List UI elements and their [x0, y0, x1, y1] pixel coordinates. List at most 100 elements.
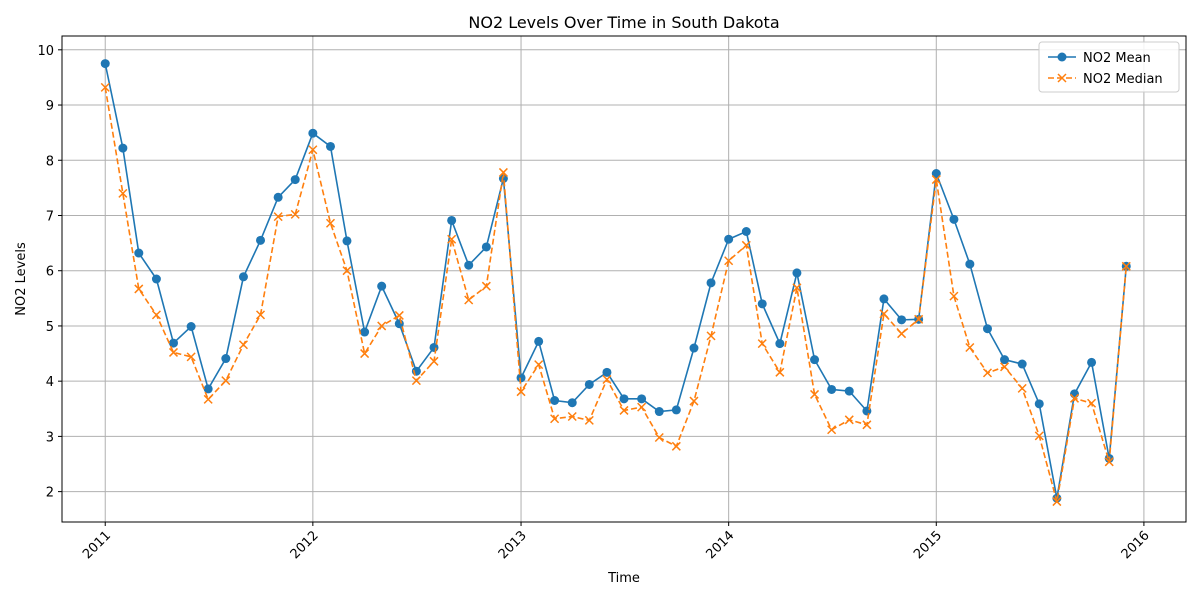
y-tick-label: 7: [46, 209, 54, 224]
no2-median-point: [1104, 457, 1114, 467]
no2-median-point: [203, 394, 213, 404]
no2-median-point: [550, 414, 560, 424]
no2-mean-point: [360, 327, 370, 337]
no2-mean-point: [377, 281, 387, 291]
no2-median-point: [637, 402, 647, 412]
no2-median-point: [724, 256, 734, 266]
no2-median-point: [1121, 261, 1131, 271]
no2-median-point: [447, 234, 457, 244]
no2-median-point: [827, 425, 837, 435]
legend-no2-median-label: NO2 Median: [1083, 72, 1163, 87]
no2-mean-point: [447, 215, 457, 225]
no2-mean-point: [1087, 357, 1097, 367]
no2-median-point: [914, 314, 924, 324]
y-tick-label: 6: [46, 265, 54, 280]
no2-median-point: [654, 432, 664, 443]
legend: NO2 Mean NO2 Median: [1038, 41, 1180, 93]
no2-mean-point: [168, 338, 178, 348]
no2-mean-point: [879, 294, 889, 304]
no2-median-point: [584, 415, 594, 425]
no2-median-point: [255, 310, 266, 320]
no2-median-point: [411, 376, 421, 386]
no2-mean-point: [619, 394, 629, 404]
no2-mean-point: [602, 367, 612, 377]
no2-mean-point: [827, 384, 837, 394]
grid-lines: [62, 36, 1186, 522]
no2-median-point: [706, 331, 716, 341]
no2-median-point: [792, 283, 802, 293]
no2-mean-point: [1034, 399, 1044, 409]
no2-mean-point: [481, 242, 491, 252]
y-tick-label: 2: [46, 486, 54, 501]
no2-mean-point: [637, 394, 647, 404]
no2-median-point: [168, 347, 179, 357]
no2-mean-point: [982, 324, 992, 334]
no2-mean-point: [273, 192, 283, 202]
no2-median-point: [810, 389, 820, 399]
no2-median-point: [965, 342, 975, 353]
no2-median-point: [481, 281, 491, 291]
no2-median-point: [290, 209, 300, 219]
no2-median-point: [1034, 431, 1044, 441]
no2-median-point: [689, 396, 699, 406]
no2-median-point: [429, 356, 439, 366]
legend-box: [1038, 41, 1180, 93]
y-tick-label: 4: [46, 375, 54, 390]
no2-median-point: [221, 376, 231, 386]
no2-median-point: [671, 441, 681, 451]
no2-mean-point: [118, 143, 128, 153]
no2-median-point: [931, 175, 941, 185]
y-tick-label: 9: [46, 99, 54, 114]
no2-mean-point: [724, 234, 734, 244]
no2-median-point: [567, 411, 577, 422]
no2-median-point: [844, 415, 854, 425]
y-tick-label: 5: [46, 320, 54, 335]
no2-median-point: [325, 218, 336, 228]
y-tick-label: 8: [46, 154, 54, 169]
no2-mean-point: [689, 343, 699, 353]
no2-mean-point: [290, 175, 300, 185]
no2-median-point: [949, 291, 959, 301]
no2-mean-point: [775, 339, 785, 349]
no2-median-point: [377, 321, 387, 331]
no2-mean-point: [151, 274, 161, 284]
no2-median-point: [498, 167, 508, 177]
no2-mean-point: [342, 236, 352, 246]
no2-mean-point: [965, 259, 975, 269]
no2-mean-point: [844, 386, 854, 396]
no2-mean-point: [1000, 355, 1010, 365]
x-axis-label: Time: [607, 571, 640, 586]
no2-mean-point: [584, 379, 594, 389]
no2-mean-point: [308, 128, 318, 138]
no2-mean-point: [498, 173, 508, 183]
no2-median-point: [151, 310, 161, 320]
no2-mean-point: [671, 405, 681, 415]
no2-median-point: [879, 309, 889, 319]
no2-median-point: [602, 374, 612, 385]
legend-no2-mean-label: NO2 Mean: [1083, 51, 1151, 66]
no2-mean-point: [100, 59, 110, 69]
no2-mean-point: [567, 398, 577, 408]
no2-median-point: [394, 310, 404, 320]
legend-no2-median-marker: [1057, 73, 1067, 83]
no2-mean-point: [325, 141, 335, 151]
no2-median-point: [100, 82, 110, 92]
series-layer: [100, 59, 1131, 507]
no2-median-point: [464, 295, 474, 305]
no2-median-point: [308, 145, 318, 155]
y-axis-ticks: 2 3 4 5 6 7 8 9 10: [37, 44, 62, 501]
no2-median-point: [1000, 362, 1010, 372]
no2-median-point: [342, 266, 352, 276]
legend-no2-mean-marker: [1057, 52, 1067, 62]
no2-mean-point: [897, 315, 907, 325]
no2-mean-point: [464, 260, 474, 270]
no2-mean-point: [516, 373, 526, 383]
no2-median-point: [897, 329, 907, 339]
no2-mean-point: [741, 227, 751, 237]
no2-mean-line: [104, 63, 1128, 499]
no2-median-point: [741, 240, 751, 250]
no2-mean-point: [1070, 389, 1080, 399]
no2-mean-point: [810, 355, 820, 365]
